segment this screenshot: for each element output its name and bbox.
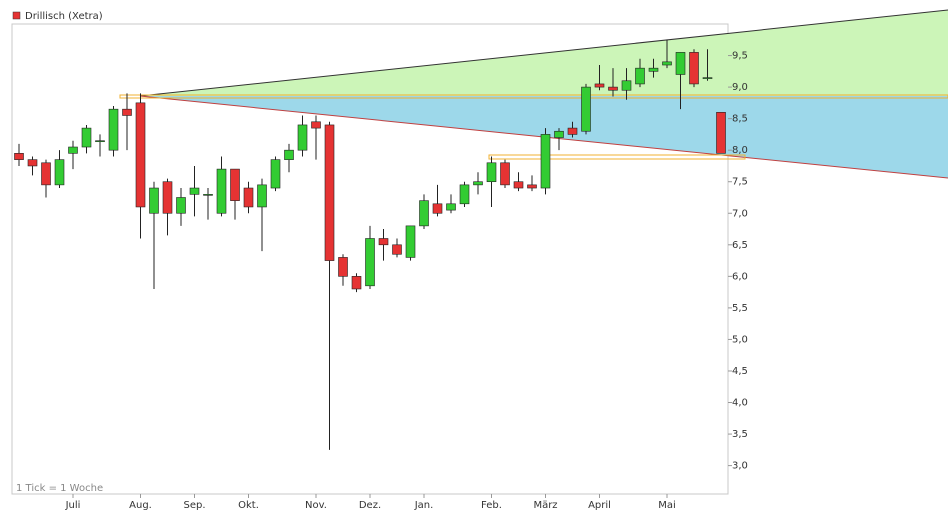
x-tick-label: Dez. [359,500,381,511]
candle-body [108,108,119,151]
candle-body [149,187,159,214]
candle-body [662,61,672,66]
y-tick-label: 8,5 [732,114,748,125]
x-tick-label: Juli [65,500,81,511]
candle-body [338,257,348,277]
candle-body [189,187,200,195]
candle-body [540,134,551,189]
y-tick-label: 4,5 [732,366,748,377]
candle-body [230,168,240,201]
candle-body [581,86,591,132]
support-band [119,94,948,99]
candle-body [243,187,254,208]
candle-body [554,130,564,138]
y-tick-label: 9,0 [732,82,748,93]
candle-body [122,108,132,116]
x-tick-label: Mai [658,500,676,511]
candle-body [176,197,186,214]
x-tick-label: April [588,500,611,511]
candle-body [500,162,510,186]
candle-body [135,102,146,208]
candle-body [41,162,51,186]
y-tick-label: 7,0 [732,208,748,219]
support-band [488,154,746,160]
x-tick-label: Nov. [305,500,327,511]
x-tick-label: Aug. [129,500,152,511]
candle-body [95,140,105,143]
y-tick-label: 7,5 [732,177,748,188]
candle-body [527,184,537,189]
candle-body [432,203,443,214]
candle-body [81,127,92,148]
candle-body [203,194,213,196]
candle-body [405,225,416,258]
candle-body [446,203,456,211]
candle-body [270,159,281,189]
candle-body [392,244,402,255]
trend-line [139,9,948,97]
candle-body [716,112,726,154]
candle-body [419,200,429,227]
candle-body [14,153,24,160]
x-tick-label: Feb. [481,500,502,511]
y-tick-label: 4,0 [732,398,748,409]
y-tick-label: 5,0 [732,334,748,345]
candle-body [473,181,483,186]
candle-body [689,52,699,85]
y-tick-label: 3,0 [732,461,748,472]
note: 1 Tick = 1 Woche [16,483,103,494]
y-tick-label: 6,0 [732,271,748,282]
candle-body [216,168,227,214]
candle-body [621,80,632,91]
candle-body [486,162,497,183]
candle-body [27,159,38,167]
x-tick-label: Okt. [238,500,259,511]
candle-body [162,181,173,214]
legend-label: Drillisch (Xetra) [25,11,103,22]
candle-body [54,159,65,186]
y-tick-label: 5,5 [732,303,748,314]
candle-body [324,124,335,261]
candle-body [608,86,618,91]
candle-body [648,67,659,72]
candle-body [675,52,686,75]
x-tick-label: Jan. [414,500,434,511]
candle-body [297,124,308,151]
candle-body [351,276,362,290]
candle-body [378,238,389,246]
candle-body [594,83,605,88]
candle-body [68,146,78,154]
y-tick-label: 9,5 [732,51,748,62]
candle-body [635,67,645,85]
x-tick-label: März [533,500,557,511]
candle-body [284,149,294,160]
candle-body [513,181,524,189]
y-tick-label: 6,5 [732,240,748,251]
legend-swatch [12,11,21,20]
candle-body [365,238,375,287]
candle-body [459,184,470,205]
y-tick-label: 8,0 [732,145,748,156]
candle-body [567,127,578,135]
candle-body [311,121,321,129]
x-tick-label: Sep. [183,500,205,511]
candle-body [702,77,713,79]
candle-body [257,184,267,208]
y-tick-label: 3,5 [732,429,748,440]
